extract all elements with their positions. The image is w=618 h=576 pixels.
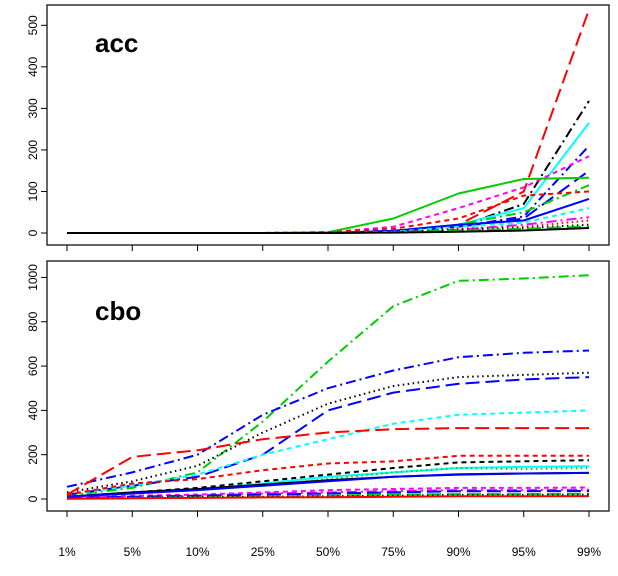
x-tick-label: 50% (316, 545, 340, 559)
y-tick-label: 200 (26, 140, 40, 160)
x-tick-label: 75% (381, 545, 405, 559)
series-line-2 (66, 349, 590, 488)
series-line-12 (66, 471, 590, 498)
panel-label: acc (95, 28, 138, 58)
series-line-15 (66, 490, 590, 499)
x-tick-label: 1% (58, 545, 76, 559)
x-tick-label: 10% (185, 545, 209, 559)
series-line-4 (66, 376, 590, 496)
y-tick-label: 800 (26, 311, 40, 331)
x-tick-label: 99% (577, 545, 601, 559)
series-line-1 (67, 9, 590, 234)
cbo-panel: 0 200 400 600 800 1000 1% 5% 10% 25% 50% 75% 90% 95% 9… (26, 260, 610, 559)
y-tick-label: 400 (26, 57, 40, 77)
series-line-18 (66, 495, 590, 500)
y-tick-label: 0 (26, 229, 40, 236)
y-tick-label: 300 (26, 98, 40, 118)
y-tick-label: 0 (26, 495, 40, 502)
x-tick-label: 95% (512, 545, 536, 559)
y-tick-label: 1000 (26, 264, 40, 291)
series-line-16 (67, 227, 590, 234)
x-tick-label: 25% (251, 545, 275, 559)
series-line-8 (66, 459, 590, 498)
panel-label: cbo (95, 296, 141, 326)
series-line-6 (66, 427, 589, 496)
series-line-10 (67, 197, 590, 234)
y-tick-label: 600 (26, 356, 40, 376)
series-line-7 (66, 454, 589, 496)
y-tick-label: 100 (26, 181, 40, 201)
series-line-2 (67, 100, 590, 234)
series-line-13 (66, 486, 590, 499)
x-tick-label: 5% (124, 545, 142, 559)
acc-panel: 0 100 200 300 400 500 acc (26, 4, 610, 251)
x-tick-label: 90% (446, 545, 470, 559)
y-tick-label: 400 (26, 400, 40, 420)
y-tick-label: 200 (26, 444, 40, 464)
series-line-10 (66, 467, 590, 498)
y-tick-label: 500 (26, 15, 40, 35)
series-line-3 (67, 122, 590, 234)
series-line-5 (66, 409, 590, 496)
